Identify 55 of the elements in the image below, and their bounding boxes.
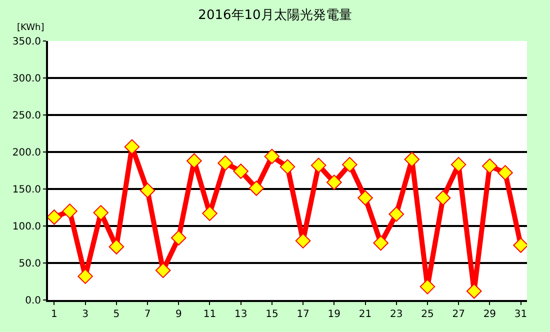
point — [358, 190, 373, 206]
x-tick-label: 25 — [421, 309, 434, 320]
x-tick-label: 23 — [390, 309, 403, 320]
point — [435, 190, 451, 206]
point — [450, 156, 466, 172]
point — [388, 206, 404, 222]
x-tick-label: 19 — [328, 309, 341, 320]
point — [186, 153, 202, 169]
y-tick-label: 100.0 — [12, 222, 41, 232]
point — [233, 164, 248, 179]
x-tick-label: 21 — [358, 309, 372, 320]
point — [62, 204, 78, 219]
x-tick-label: 13 — [234, 309, 248, 320]
point — [420, 279, 436, 294]
x-tick-label: 31 — [514, 309, 528, 320]
point — [310, 158, 326, 173]
point — [124, 139, 140, 154]
point — [218, 155, 233, 171]
x-tick-label: 27 — [452, 309, 465, 320]
point — [93, 205, 109, 220]
y-tick-label: 200.0 — [12, 148, 41, 158]
x-tick-label: 17 — [296, 309, 310, 320]
chart-title: 2016年10月太陽光発電量 — [198, 8, 352, 24]
point — [78, 268, 93, 284]
point — [326, 174, 342, 190]
point — [202, 206, 218, 222]
point — [295, 233, 311, 248]
point — [466, 283, 482, 299]
point — [482, 158, 498, 174]
x-tick-label: 1 — [51, 309, 58, 320]
x-tick-label: 3 — [82, 309, 89, 320]
x-tick-label: 5 — [113, 309, 120, 320]
y-tick-label: 150.0 — [12, 184, 41, 196]
point — [140, 182, 156, 198]
point — [108, 239, 124, 254]
y-tick-label: 350.0 — [12, 36, 41, 48]
y-axis-title: [KWh] — [17, 23, 44, 33]
point — [248, 180, 264, 196]
point — [264, 148, 280, 164]
point — [498, 165, 513, 180]
y-tick-label: 250.0 — [12, 110, 41, 122]
x-tick-label: 9 — [175, 309, 182, 320]
point — [170, 230, 186, 246]
x-tick-label: 29 — [483, 309, 496, 320]
point — [155, 262, 171, 278]
y-tick-label: 300.0 — [12, 74, 41, 84]
point — [280, 159, 296, 174]
point — [373, 235, 388, 251]
x-tick-label: 11 — [203, 309, 216, 320]
y-tick-label: 50.0 — [18, 258, 41, 270]
point — [342, 156, 358, 172]
point — [404, 152, 420, 168]
x-tick-label: 7 — [144, 309, 151, 320]
x-tick-label: 15 — [266, 309, 278, 320]
y-tick-label: 0.0 — [25, 296, 41, 306]
